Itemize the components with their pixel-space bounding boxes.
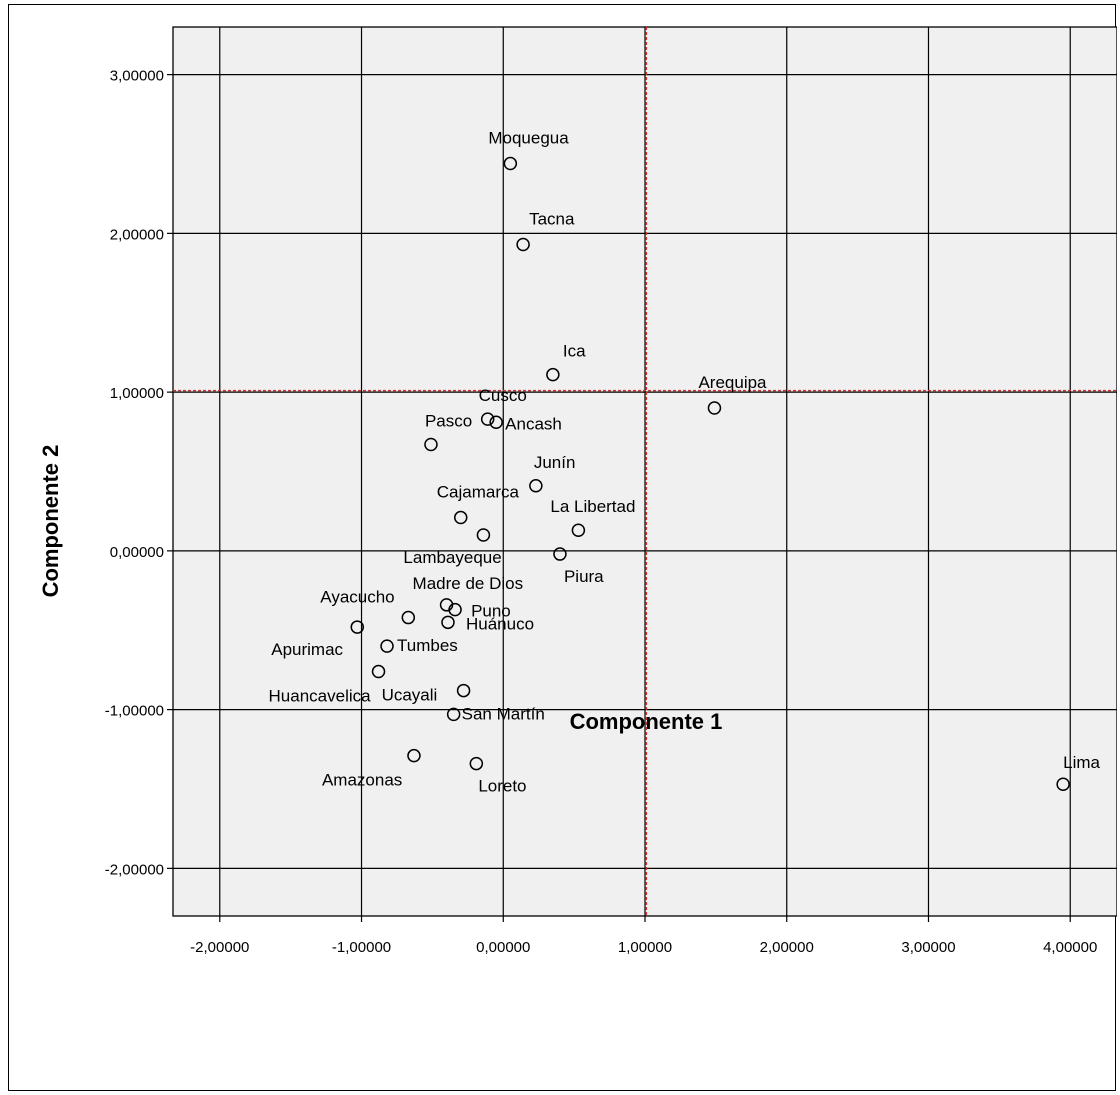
y-tick-label: 0,00000 [110, 544, 164, 561]
data-point [380, 639, 394, 653]
scatter-chart: -2,00000 -1,00000 0,00000 1,00000 2,00000 3,0… [38, 26, 1117, 956]
data-point [448, 602, 462, 617]
y-axis-title: Componente 2 [38, 445, 63, 598]
point-label: Apurimac [271, 640, 343, 659]
data-point [707, 401, 722, 415]
point-label: Ancash [505, 414, 562, 433]
point-label: La Libertad [550, 497, 635, 516]
data-point [456, 683, 471, 698]
data-point [350, 620, 365, 634]
y-tick-label: -2,00000 [105, 861, 164, 878]
point-label: Ucayali [382, 686, 438, 705]
point-label: Arequipa [698, 373, 767, 392]
y-tick-label: 3,00000 [110, 68, 164, 85]
point-label: Lima [1063, 753, 1100, 772]
point-label: San Martín [462, 704, 545, 723]
y-tick-label: 2,00000 [110, 226, 164, 243]
data-point [1056, 777, 1070, 791]
x-axis-title: Componente 1 [570, 709, 723, 734]
data-point [529, 479, 543, 493]
point-label: Ica [563, 342, 586, 361]
data-point [546, 367, 560, 382]
data-point [480, 412, 495, 426]
point-label: Huánuco [466, 614, 534, 633]
x-tick-label: -1,00000 [332, 939, 391, 956]
data-point [553, 547, 567, 561]
point-label: Pasco [425, 412, 472, 431]
point-label: Junín [534, 453, 576, 472]
point-label: Moquegua [488, 129, 569, 148]
point-label: Madre de Dios [413, 574, 524, 593]
data-point [446, 707, 461, 722]
y-tick-label: -1,00000 [105, 703, 164, 720]
point-label: Puno [471, 602, 511, 621]
data-point [503, 156, 518, 171]
chart-frame: -2,00000 -1,00000 0,00000 1,00000 2,00000 3,0… [8, 4, 1117, 1091]
data-point [441, 615, 455, 630]
x-tick-label: 1,00000 [618, 939, 672, 956]
point-label: Lambayeque [403, 548, 501, 567]
point-label: Piura [564, 567, 604, 586]
data-point [489, 415, 503, 430]
data-point [571, 523, 586, 537]
x-tick-label: 2,00000 [760, 939, 814, 956]
data-point [371, 664, 386, 679]
data-point [516, 237, 530, 252]
x-tick-label: 3,00000 [901, 939, 955, 956]
data-point [476, 528, 491, 542]
point-label: Amazonas [322, 771, 402, 790]
data-point [424, 437, 438, 452]
data-point [453, 510, 468, 525]
x-tick-label: 4,00000 [1043, 939, 1097, 956]
x-tick-label: 0,00000 [476, 939, 530, 956]
data-point [407, 748, 421, 763]
data-point [469, 756, 484, 771]
point-label: Ayacucho [320, 588, 394, 607]
y-tick-label: 1,00000 [110, 385, 164, 402]
point-label: Tacna [529, 209, 575, 228]
point-label: Cajamarca [437, 483, 520, 502]
data-point [401, 610, 416, 625]
point-label: Cusco [479, 386, 527, 405]
x-tick-label: -2,00000 [190, 939, 249, 956]
point-label: Tumbes [397, 636, 458, 655]
point-label: Huancavelica [269, 687, 372, 706]
point-label: Loreto [478, 777, 526, 796]
